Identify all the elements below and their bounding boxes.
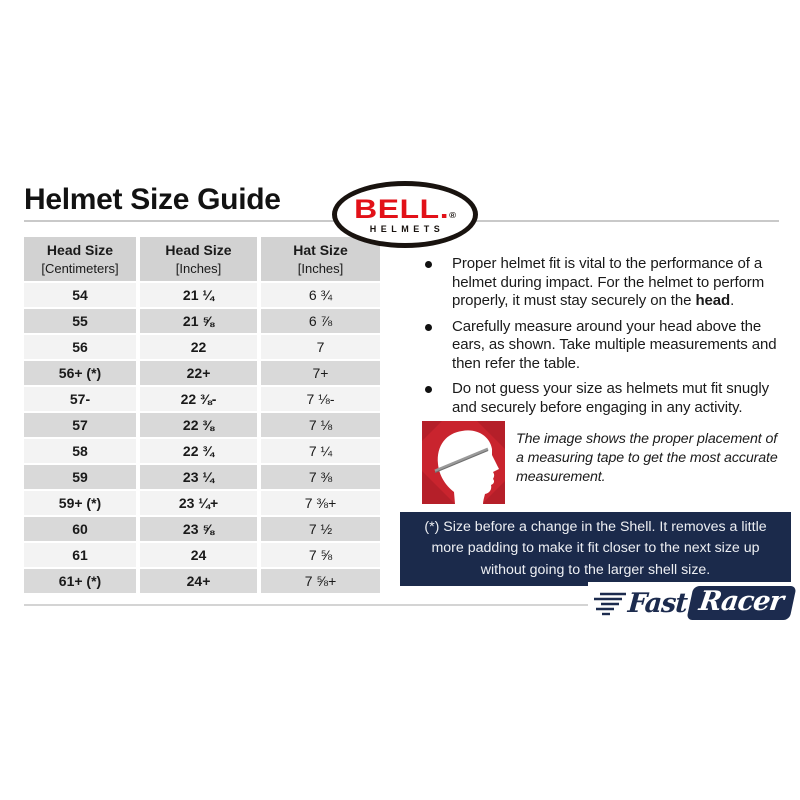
- table-cell: 7 ⅝: [261, 543, 380, 567]
- header-title: Head Size: [46, 241, 114, 258]
- table-cell: 24+: [140, 569, 257, 593]
- table-cell: 54: [24, 283, 136, 307]
- table-cell: 23 ¼+: [140, 491, 257, 515]
- table-cell: 21 ¼: [140, 283, 257, 307]
- table-cell: 57: [24, 413, 136, 437]
- header-unit: [Inches]: [175, 260, 222, 276]
- table-cell: 7 ⅜+: [261, 491, 380, 515]
- bullet-text: Carefully measure around your head above…: [452, 317, 777, 372]
- fastracer-racer-text: Racer: [696, 586, 785, 617]
- registered-trademark-icon: ®: [448, 210, 457, 220]
- fastracer-racer-badge: Racer: [686, 586, 797, 620]
- size-table-header-row: Head Size [Centimeters] Head Size [Inche…: [24, 237, 380, 281]
- table-cell: 23 ¼: [140, 465, 257, 489]
- table-cell: 7: [261, 335, 380, 359]
- head-measurement-image: [422, 421, 505, 504]
- table-cell: 58: [24, 439, 136, 463]
- list-item: Carefully measure around your head above…: [419, 318, 795, 374]
- page-title: Helmet Size Guide: [24, 183, 281, 216]
- list-item: Do not guess your size as helmets mut fi…: [419, 380, 795, 417]
- table-cell: 7 ¼: [261, 439, 380, 463]
- bullet-icon: [419, 380, 452, 417]
- table-cell: 57-: [24, 387, 136, 411]
- table-cell: 7 ½: [261, 517, 380, 541]
- table-cell: 7+: [261, 361, 380, 385]
- table-cell: 60: [24, 517, 136, 541]
- table-cell: 21 ⅝: [140, 309, 257, 333]
- header-title: Head Size: [165, 241, 232, 258]
- table-row: 56 22 7: [24, 335, 380, 359]
- table-cell: 56+ (*): [24, 361, 136, 385]
- table-cell: 7 ⅛-: [261, 387, 380, 411]
- table-cell: 22+: [140, 361, 257, 385]
- table-cell: 56: [24, 335, 136, 359]
- table-cell: 6 ⅞: [261, 309, 380, 333]
- header-cell-head-size-cm: Head Size [Centimeters]: [24, 237, 136, 281]
- bell-brand-text: BELL.: [353, 193, 449, 224]
- table-cell: 7 ⅝+: [261, 569, 380, 593]
- table-row: 56+ (*) 22+ 7+: [24, 361, 380, 385]
- fastracer-fast-text: Fast: [626, 587, 688, 619]
- footer-divider: [24, 604, 779, 606]
- table-cell: 61+ (*): [24, 569, 136, 593]
- table-row: 57- 22 ⅜- 7 ⅛-: [24, 387, 380, 411]
- table-cell: 55: [24, 309, 136, 333]
- table-cell: 59+ (*): [24, 491, 136, 515]
- table-cell: 22 ⅜: [140, 413, 257, 437]
- bell-helmets-logo: BELL.® HELMETS: [332, 181, 478, 248]
- table-cell: 7 ⅛: [261, 413, 380, 437]
- header-unit: [Inches]: [297, 260, 344, 276]
- size-table: Head Size [Centimeters] Head Size [Inche…: [24, 237, 380, 595]
- header-cell-head-size-in: Head Size [Inches]: [140, 237, 257, 281]
- bullet-text: Proper helmet fit is vital to the perfor…: [452, 255, 765, 309]
- table-row: 61 24 7 ⅝: [24, 543, 380, 567]
- table-row: 61+ (*) 24+ 7 ⅝+: [24, 569, 380, 593]
- bullet-icon: [419, 318, 452, 374]
- table-cell: 22: [140, 335, 257, 359]
- header-cell-hat-size-in: Hat Size [Inches]: [261, 237, 380, 281]
- table-cell: 7 ⅜: [261, 465, 380, 489]
- fit-instructions-list: Proper helmet fit is vital to the perfor…: [419, 255, 795, 424]
- table-cell: 6 ¾: [261, 283, 380, 307]
- bell-logo-subtitle: HELMETS: [369, 223, 445, 234]
- table-row: 59+ (*) 23 ¼+ 7 ⅜+: [24, 491, 380, 515]
- table-cell: 22 ¾: [140, 439, 257, 463]
- bullet-text: Do not guess your size as helmets mut fi…: [452, 380, 770, 416]
- bullet-icon: [419, 255, 452, 311]
- table-cell: 59: [24, 465, 136, 489]
- table-cell: 23 ⅝: [140, 517, 257, 541]
- table-cell: 22 ⅜-: [140, 387, 257, 411]
- list-item: Proper helmet fit is vital to the perfor…: [419, 255, 795, 311]
- bell-logo-wordmark: BELL.®: [353, 193, 457, 224]
- header-unit: [Centimeters]: [41, 260, 119, 276]
- table-cell: 61: [24, 543, 136, 567]
- fastracer-logo: Fast Racer: [588, 582, 797, 624]
- header-title: Hat Size: [293, 241, 348, 258]
- speed-lines-icon: [594, 592, 626, 616]
- shell-size-note: (*) Size before a change in the Shell. I…: [400, 512, 791, 586]
- figure-caption: The image shows the proper placement of …: [516, 431, 778, 485]
- table-cell: 24: [140, 543, 257, 567]
